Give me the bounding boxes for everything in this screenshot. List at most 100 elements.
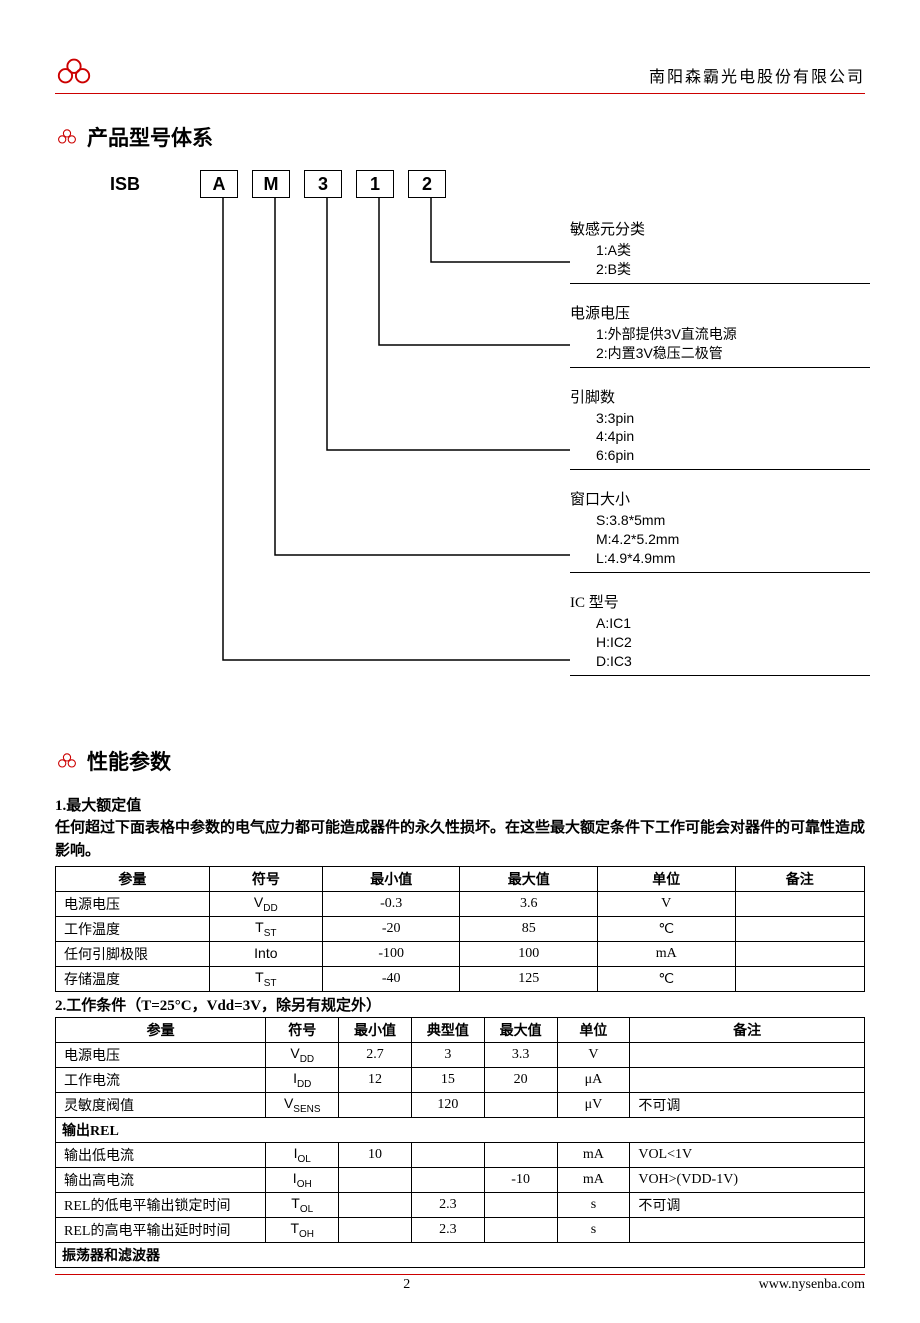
table-row: 电源电压VDD-0.33.6V [56, 892, 865, 917]
cell-symbol: VSENS [266, 1093, 339, 1118]
cell-note: 不可调 [630, 1193, 865, 1218]
cell-name: REL的高电平输出延时时间 [56, 1218, 266, 1243]
pn-labels: 敏感元分类 1:A类 2:B类 电源电压 1:外部提供3V直流电源 2:内置3V… [570, 170, 870, 688]
cell-max: 20 [484, 1068, 557, 1093]
cell-min [339, 1168, 412, 1193]
cell-typ: 3 [411, 1043, 484, 1068]
group-row-osc: 振荡器和滤波器 [56, 1243, 865, 1268]
cell-name: 存储温度 [56, 967, 210, 992]
pn-group-2: 引脚数 3:3pin 4:4pin 6:6pin [570, 386, 870, 471]
part-number-diagram: ISB A M 3 1 2 敏感元分类 1:A类 2:B类 电源电压 1:外 [110, 170, 865, 730]
cell-name: 输出高电流 [56, 1168, 266, 1193]
cell-max [484, 1093, 557, 1118]
pn-group-item: 1:A类 [570, 241, 870, 260]
table-row: 工作电流IDD121520μA [56, 1068, 865, 1093]
t1-desc: 任何超过下面表格中参数的电气应力都可能造成器件的永久性损坏。在这些最大额定条件下… [55, 817, 865, 862]
cell-unit: ℃ [597, 967, 735, 992]
cell-min: -0.3 [322, 892, 460, 917]
pn-group-item: L:4.9*4.9mm [570, 549, 870, 568]
cell-typ: 15 [411, 1068, 484, 1093]
cell-name: 输出低电流 [56, 1143, 266, 1168]
cell-symbol: VDD [209, 892, 322, 917]
cell-note [630, 1218, 865, 1243]
section-title-model: 产品型号体系 [55, 122, 865, 152]
table-row: 电源电压VDD2.733.3V [56, 1043, 865, 1068]
footer-url: www.nysenba.com [759, 1277, 865, 1293]
cell-unit: s [557, 1193, 630, 1218]
table-row: 灵敏度阀值VSENS120μV不可调 [56, 1093, 865, 1118]
pn-group-item: D:IC3 [570, 652, 870, 671]
cell-note [735, 917, 865, 942]
cell-unit: ℃ [597, 917, 735, 942]
page-footer: 2 www.nysenba.com [55, 1274, 865, 1293]
col-typ: 典型值 [411, 1018, 484, 1043]
page-header: 南阳森霸光电股份有限公司 [55, 55, 865, 94]
cell-unit: mA [597, 942, 735, 967]
cell-symbol: IOH [266, 1168, 339, 1193]
col-min: 最小值 [339, 1018, 412, 1043]
cell-note [735, 892, 865, 917]
cell-unit: s [557, 1218, 630, 1243]
table-header-row: 参量 符号 最小值 典型值 最大值 单位 备注 [56, 1018, 865, 1043]
cell-name: 电源电压 [56, 892, 210, 917]
cell-note: VOH>(VDD-1V) [630, 1168, 865, 1193]
pn-group-0: 敏感元分类 1:A类 2:B类 [570, 218, 870, 284]
cell-min: -40 [322, 967, 460, 992]
cell-name: 工作电流 [56, 1068, 266, 1093]
pn-group-title: 敏感元分类 [570, 218, 870, 239]
cell-typ [411, 1143, 484, 1168]
cell-note: VOL<1V [630, 1143, 865, 1168]
cell-min: 12 [339, 1068, 412, 1093]
cell-note: 不可调 [630, 1093, 865, 1118]
table-max-ratings: 参量 符号 最小值 最大值 单位 备注 电源电压VDD-0.33.6V工作温度T… [55, 866, 865, 992]
cell-symbol: Into [209, 942, 322, 967]
cell-note [735, 967, 865, 992]
col-note: 备注 [630, 1018, 865, 1043]
pn-group-item: 6:6pin [570, 446, 870, 465]
cell-symbol: IOL [266, 1143, 339, 1168]
clover-icon [55, 751, 79, 771]
clover-icon [55, 127, 79, 147]
cell-typ: 120 [411, 1093, 484, 1118]
pn-group-title: 引脚数 [570, 386, 870, 407]
cell-max [484, 1218, 557, 1243]
col-max: 最大值 [484, 1018, 557, 1043]
cell-unit: mA [557, 1168, 630, 1193]
cell-symbol: VDD [266, 1043, 339, 1068]
pn-group-item: 2:B类 [570, 260, 870, 279]
company-logo-icon [55, 55, 93, 87]
pn-group-item: H:IC2 [570, 633, 870, 652]
cell-symbol: IDD [266, 1068, 339, 1093]
pn-group-item: 1:外部提供3V直流电源 [570, 325, 870, 344]
cell-min: 10 [339, 1143, 412, 1168]
table-row: REL的高电平输出延时时间TOH2.3s [56, 1218, 865, 1243]
group-label: 振荡器和滤波器 [56, 1243, 865, 1268]
cell-typ: 2.3 [411, 1218, 484, 1243]
cell-unit: μA [557, 1068, 630, 1093]
pn-group-1: 电源电压 1:外部提供3V直流电源 2:内置3V稳压二极管 [570, 302, 870, 368]
section-title-text: 性能参数 [87, 746, 171, 776]
table-row: 工作温度TST-2085℃ [56, 917, 865, 942]
cell-unit: V [597, 892, 735, 917]
pn-group-title: 窗口大小 [570, 488, 870, 509]
cell-unit: mA [557, 1143, 630, 1168]
company-name: 南阳森霸光电股份有限公司 [649, 63, 865, 87]
cell-note [630, 1043, 865, 1068]
col-symbol: 符号 [209, 867, 322, 892]
t2-subtitle: 2.工作条件（T=25°C，Vdd=3V，除另有规定外） [55, 994, 865, 1015]
table-row: REL的低电平输出锁定时间TOL2.3s不可调 [56, 1193, 865, 1218]
col-param: 参量 [56, 1018, 266, 1043]
cell-max [484, 1143, 557, 1168]
group-label: 输出REL [56, 1118, 865, 1143]
pn-group-item: 4:4pin [570, 427, 870, 446]
table-row: 任何引脚极限Into-100100mA [56, 942, 865, 967]
cell-name: REL的低电平输出锁定时间 [56, 1193, 266, 1218]
table-header-row: 参量 符号 最小值 最大值 单位 备注 [56, 867, 865, 892]
cell-symbol: TOL [266, 1193, 339, 1218]
pn-group-item: 2:内置3V稳压二极管 [570, 344, 870, 363]
cell-max: 100 [460, 942, 598, 967]
cell-max: 125 [460, 967, 598, 992]
col-note: 备注 [735, 867, 865, 892]
table-row: 输出高电流IOH-10mAVOH>(VDD-1V) [56, 1168, 865, 1193]
t1-subtitle: 1.最大额定值 [55, 794, 865, 815]
